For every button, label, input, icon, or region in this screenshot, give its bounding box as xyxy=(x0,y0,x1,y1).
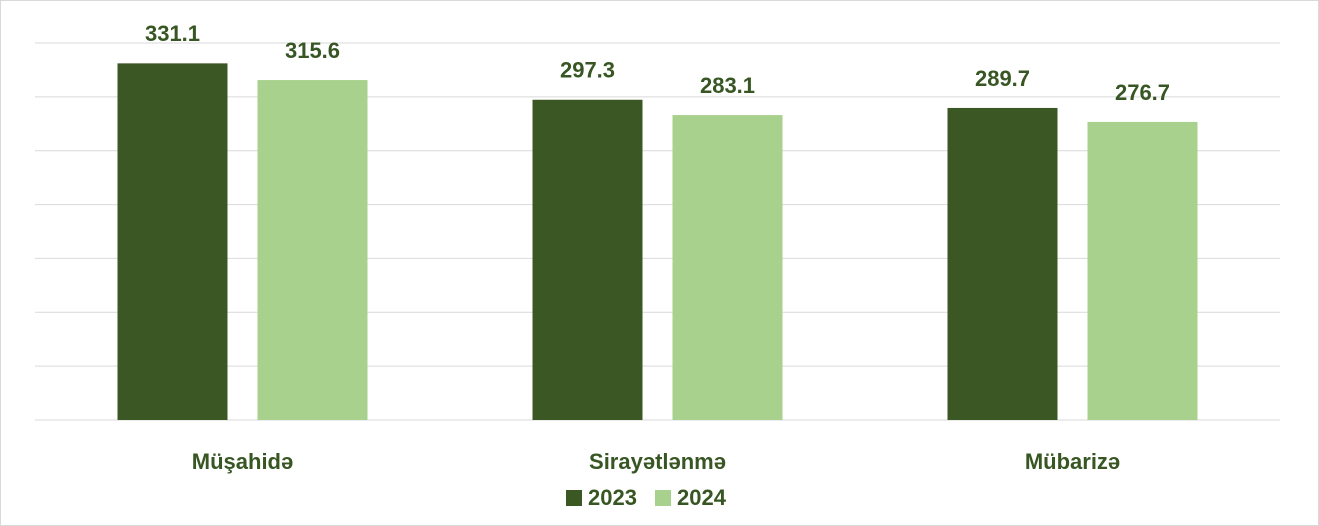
bar xyxy=(257,80,368,420)
data-label: 283.1 xyxy=(700,73,755,98)
legend-label: 2023 xyxy=(588,485,637,510)
data-label: 276.7 xyxy=(1115,80,1170,105)
x-tick-label: Sirayətlənmə xyxy=(589,449,726,474)
bar xyxy=(1087,121,1198,420)
bar xyxy=(947,107,1058,420)
legend-swatch xyxy=(655,490,671,506)
data-label: 331.1 xyxy=(145,21,200,46)
bar xyxy=(532,99,643,420)
legend-swatch xyxy=(566,490,582,506)
legend-label: 2024 xyxy=(677,485,727,510)
data-label: 289.7 xyxy=(975,66,1030,91)
x-tick-label: Müşahidə xyxy=(192,449,293,474)
x-tick-label: Mübarizə xyxy=(1025,449,1120,474)
data-label: 297.3 xyxy=(560,58,615,83)
data-label: 315.6 xyxy=(285,38,340,63)
bar xyxy=(672,115,783,421)
bar xyxy=(117,63,228,420)
